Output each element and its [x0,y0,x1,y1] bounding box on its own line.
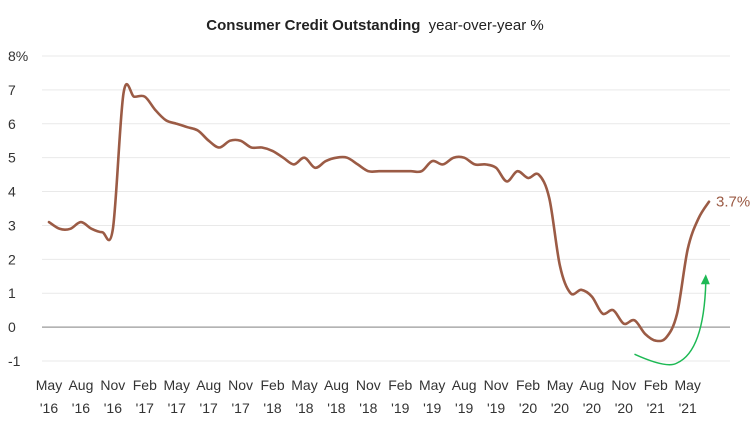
x-tick-label: Feb '17 [133,377,157,416]
y-tick-label: 3 [8,217,16,233]
x-tick-label: Aug '18 [324,377,349,416]
x-tick-label: May '16 [36,377,62,416]
y-tick-label: 1 [8,285,16,301]
x-tick-label: Nov '20 [611,377,636,416]
chart-title-group: Consumer Credit Outstanding year-over-ye… [206,17,543,34]
x-tick-label: Nov '17 [228,377,253,416]
end-value-label: 3.7% [716,194,750,211]
x-tick-label: Nov '18 [356,377,381,416]
x-tick-label: May '17 [164,377,190,416]
x-tick-label: Aug '19 [452,377,477,416]
trend-arrow-head [700,274,710,285]
x-tick-label: Nov '19 [484,377,509,416]
chart-title: Consumer Credit Outstanding [206,17,420,34]
x-tick-label: Aug '16 [68,377,93,416]
y-tick-label: -1 [8,353,21,369]
y-tick-label: 5 [8,150,16,166]
x-tick-label: Feb '20 [516,377,540,416]
y-tick-label: 4 [8,184,16,200]
series-line [47,83,711,343]
trend-arrow-shaft [634,282,707,366]
x-tick-label: Aug '20 [579,377,604,416]
x-tick-label: Aug '17 [196,377,221,416]
series-layer [47,83,711,343]
x-tick-label: May '20 [547,377,573,416]
x-tick-label: Feb '18 [260,377,284,416]
y-tick-label: 7 [8,82,16,98]
x-tick-label: May '19 [419,377,445,416]
x-tick-label: Nov '16 [100,377,125,416]
x-tick-label: May '18 [291,377,317,416]
x-tick-label: Feb '19 [388,377,412,416]
gridlines [42,55,730,362]
y-tick-label: 2 [8,251,16,267]
chart-subtitle: year-over-year % [429,17,544,34]
trend-arrow [634,274,710,366]
x-tick-label: Feb '21 [644,377,668,416]
y-tick-label: 0 [8,319,16,335]
y-tick-label: 6 [8,116,16,132]
y-axis-ticks: 8% 7 6 5 4 3 2 1 0 -1 [8,48,28,369]
x-tick-label: May '21 [674,377,700,416]
y-tick-label: 8% [8,48,28,64]
